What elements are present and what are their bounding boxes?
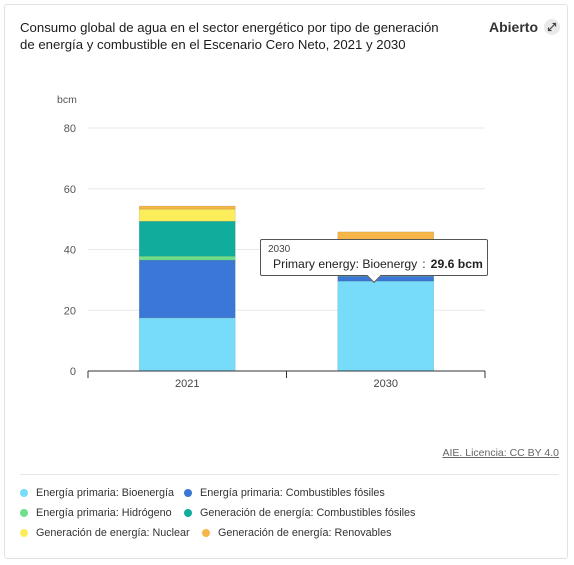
- legend-divider: [20, 474, 559, 475]
- x-tick-label: 2030: [374, 378, 398, 390]
- bar-segment: [138, 205, 236, 210]
- bar-segment: [138, 255, 236, 261]
- legend-label: Generación de energía: Nuclear: [36, 527, 190, 539]
- legend-dot: [184, 489, 192, 497]
- y-tick-label: 20: [64, 305, 76, 317]
- bar-segment: [138, 208, 236, 222]
- legend-item[interactable]: Energía primaria: Hidrógeno: [20, 507, 172, 519]
- stacked-bar-chart: bcm 0 20 40 60 80 2021 2030: [57, 94, 486, 390]
- legend-label: Generación de energía: Combustibles fósi…: [200, 507, 416, 519]
- y-tick-label: 80: [64, 123, 76, 135]
- tooltip-category: 2030: [268, 244, 291, 255]
- legend-label: Energía primaria: Combustibles fósiles: [200, 487, 385, 499]
- legend-item[interactable]: Energía primaria: Bioenergía: [20, 487, 174, 499]
- legend-label: Energía primaria: Hidrógeno: [36, 507, 172, 519]
- open-button[interactable]: Abierto: [489, 19, 560, 35]
- legend-dot: [184, 509, 192, 517]
- legend-dot: [20, 529, 28, 537]
- legend-label: Generación de energía: Renovables: [218, 527, 392, 539]
- legend-item[interactable]: Generación de energía: Combustibles fósi…: [184, 507, 415, 519]
- y-tick-label: 60: [64, 184, 76, 196]
- bar-segment: [138, 317, 236, 372]
- legend-dot: [20, 509, 28, 517]
- expand-icon: [544, 19, 560, 35]
- chart-tooltip: 2030 Primary energy: Bioenergy: 29.6 bcm: [260, 239, 488, 276]
- bar-segment: [138, 259, 236, 319]
- legend-dot: [202, 529, 210, 537]
- open-label: Abierto: [489, 19, 538, 35]
- y-tick-label: 0: [70, 366, 76, 378]
- legend-label: Energía primaria: Bioenergía: [36, 487, 175, 499]
- y-axis-unit-label: bcm: [57, 94, 77, 106]
- source-license-link[interactable]: AIE. Licencia: CC BY 4.0: [442, 447, 559, 459]
- legend-item[interactable]: Generación de energía: Renovables: [202, 527, 391, 539]
- legend-item[interactable]: Generación de energía: Nuclear: [20, 527, 190, 539]
- bar-segment: [337, 275, 435, 282]
- x-tick-label: 2021: [175, 378, 199, 390]
- legend-dot: [20, 489, 28, 497]
- tooltip-value: 29.6 bcm: [430, 257, 483, 271]
- bar-segment: [138, 220, 236, 257]
- tooltip-series: Primary energy: Bioenergy: [273, 257, 418, 271]
- bar-segment: [337, 280, 435, 372]
- legend-item[interactable]: Energía primaria: Combustibles fósiles: [184, 487, 385, 499]
- y-tick-label: 40: [64, 245, 76, 257]
- chart-card: [4, 4, 568, 559]
- chart-title: Consumo global de agua en el sector ener…: [20, 20, 439, 52]
